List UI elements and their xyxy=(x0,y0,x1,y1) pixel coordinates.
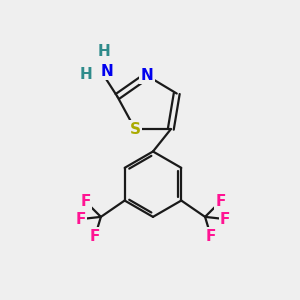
Text: S: S xyxy=(130,122,141,137)
Text: F: F xyxy=(90,229,100,244)
Text: F: F xyxy=(76,212,86,227)
Text: H: H xyxy=(98,44,110,59)
Text: F: F xyxy=(215,194,226,209)
Text: H: H xyxy=(80,67,92,82)
Text: N: N xyxy=(100,64,113,79)
Text: N: N xyxy=(141,68,153,83)
Text: F: F xyxy=(80,194,91,209)
Text: F: F xyxy=(220,212,230,227)
Text: F: F xyxy=(206,229,216,244)
